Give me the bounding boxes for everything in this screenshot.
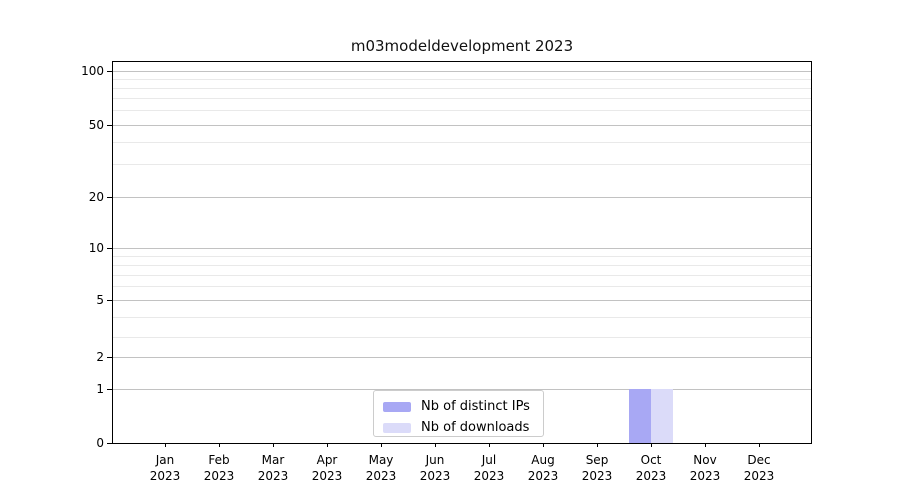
x-axis-tick [165,443,166,447]
y-tick-label: 1 [96,381,104,396]
x-tick-label: Jun 2023 [419,453,451,483]
x-tick-label: May 2023 [365,453,397,483]
minor-gridline [113,256,811,257]
minor-gridline [113,79,811,80]
legend: Nb of distinct IPs Nb of downloads [373,390,544,437]
x-axis-tick [543,443,544,447]
x-tick-label: Feb 2023 [203,453,235,483]
legend-label-downloads: Nb of downloads [421,420,530,435]
minor-gridline [113,110,811,111]
legend-label-distinct-ips: Nb of distinct IPs [421,399,530,414]
x-tick-label: Apr 2023 [311,453,343,483]
legend-swatch-distinct-ips-icon [383,401,411,412]
y-tick-label: 2 [96,350,104,364]
minor-gridline [113,98,811,99]
minor-gridline [113,286,811,287]
y-axis-tick [107,443,112,444]
y-tick-label: 10 [88,240,104,255]
x-tick-label: Aug 2023 [527,453,559,483]
major-gridline [113,357,811,358]
x-axis-tick [651,443,652,447]
minor-gridline [113,88,811,89]
y-axis-tick [107,197,112,198]
x-axis-tick [381,443,382,447]
x-axis-tick [705,443,706,447]
y-axis-tick [107,125,112,126]
y-axis-tick [107,357,112,358]
x-tick-label: Jul 2023 [473,453,505,483]
y-tick-label: 50 [88,118,104,132]
minor-gridline [113,142,811,143]
x-tick-label: Jan 2023 [149,453,181,483]
x-axis-tick [489,443,490,447]
major-gridline [113,300,811,301]
x-tick-label: Dec 2023 [743,453,775,483]
x-axis-tick [219,443,220,447]
x-axis-tick [759,443,760,447]
y-axis-tick [107,388,112,390]
x-axis-tick [327,443,328,447]
bar-distinct-ips [629,388,651,443]
major-gridline [113,197,811,198]
x-axis-tick [597,443,598,447]
legend-item-distinct-ips: Nb of distinct IPs [383,396,534,417]
minor-gridline [113,164,811,165]
plot-area: Nb of distinct IPs Nb of downloads [112,61,812,444]
y-axis-tick [107,71,112,72]
chart-title: m03modeldevelopment 2023 [350,37,574,55]
minor-gridline [113,265,811,266]
x-tick-label: Mar 2023 [257,453,289,483]
x-axis-tick [273,443,274,447]
y-tick-label: 20 [88,190,104,204]
major-gridline [113,388,811,390]
y-tick-label: 0 [96,436,104,450]
legend-swatch-downloads-icon [383,422,411,433]
major-gridline [113,125,811,126]
x-tick-label: Oct 2023 [635,453,667,483]
y-tick-label: 5 [96,293,104,307]
x-tick-label: Nov 2023 [689,453,721,483]
minor-gridline [113,337,811,338]
y-tick-label: 100 [81,64,104,78]
legend-item-downloads: Nb of downloads [383,417,534,438]
x-axis-tick [435,443,436,447]
major-gridline [113,247,811,249]
y-axis-tick [107,300,112,301]
minor-gridline [113,274,811,276]
x-tick-label: Sep 2023 [581,453,613,483]
y-axis-tick [107,247,112,249]
major-gridline [113,71,811,72]
minor-gridline [113,317,811,318]
bar-downloads [651,388,673,443]
